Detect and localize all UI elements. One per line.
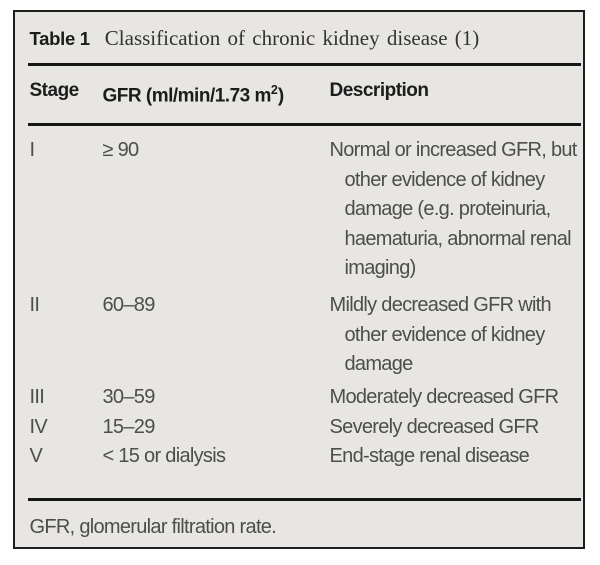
stage-cell: I (29, 139, 36, 162)
column-header-gfr: GFR (ml/min/1.73 m2) (103, 76, 330, 111)
description-cell: Severely decreased GFR (330, 413, 581, 443)
description-cell: End-stage renal disease (330, 442, 581, 472)
gfr-header-suffix: ) (277, 85, 284, 107)
description-line: damage (344, 353, 414, 376)
table-row: IV 15–29 Severely decreased GFR (30, 413, 581, 443)
stage-cell: V (29, 445, 43, 468)
stage-cell: IV (29, 415, 48, 438)
divider-footer (27, 497, 581, 501)
table-header-row: Stage GFR (ml/min/1.73 m2) Description (15, 66, 583, 123)
column-header-stage: Stage (29, 80, 80, 101)
gfr-cell: < 15 or dialysis (102, 445, 226, 468)
description-line: Normal or increased GFR, but (329, 139, 578, 162)
description-cell: Mildly decreased GFR with other evidence… (330, 291, 581, 380)
description-line: Mildly decreased GFR with (329, 294, 552, 317)
stage-cell: II (29, 294, 40, 317)
divider-header (27, 122, 581, 126)
column-header-description: Description (329, 80, 430, 101)
description-line: other evidence of kidney (344, 168, 546, 191)
description-cell: Moderately decreased GFR (330, 383, 581, 413)
description-line: other evidence of kidney (344, 323, 546, 346)
table-row: I ≥ 90 Normal or increased GFR, but othe… (30, 136, 581, 284)
table-row: V < 15 or dialysis End-stage renal disea… (30, 442, 581, 472)
table-row: III 30–59 Moderately decreased GFR (30, 383, 581, 413)
description-line: Severely decreased GFR (329, 415, 540, 438)
table-row: II 60–89 Mildly decreased GFR with other… (30, 291, 581, 380)
table-footnote: GFR, glomerular filtration rate. (29, 515, 277, 538)
gfr-cell: 30–59 (102, 386, 156, 409)
description-line: haematuria, abnormal renal (344, 227, 572, 250)
description-line: End-stage renal disease (329, 445, 530, 468)
table-body: I ≥ 90 Normal or increased GFR, but othe… (15, 126, 583, 498)
table-label: Table 1 (29, 27, 91, 49)
divider-top (27, 62, 581, 66)
gfr-header-superscript: 2 (270, 83, 278, 97)
gfr-cell: ≥ 90 (102, 139, 140, 162)
table-caption: Table 1 Classification of chronic kidney … (15, 12, 583, 63)
description-cell: Normal or increased GFR, but other evide… (330, 136, 581, 284)
gfr-cell: 60–89 (102, 294, 156, 317)
table-title: Classification of chronic kidney disease… (104, 25, 480, 50)
description-line: imaging) (344, 257, 417, 280)
description-line: Moderately decreased GFR (329, 386, 560, 409)
gfr-cell: 15–29 (102, 415, 156, 438)
gfr-header-prefix: GFR (ml/min/1.73 m (102, 85, 272, 107)
table-card: Table 1 Classification of chronic kidney … (13, 10, 585, 549)
description-line: damage (e.g. proteinuria, (344, 198, 552, 221)
stage-cell: III (29, 386, 45, 409)
